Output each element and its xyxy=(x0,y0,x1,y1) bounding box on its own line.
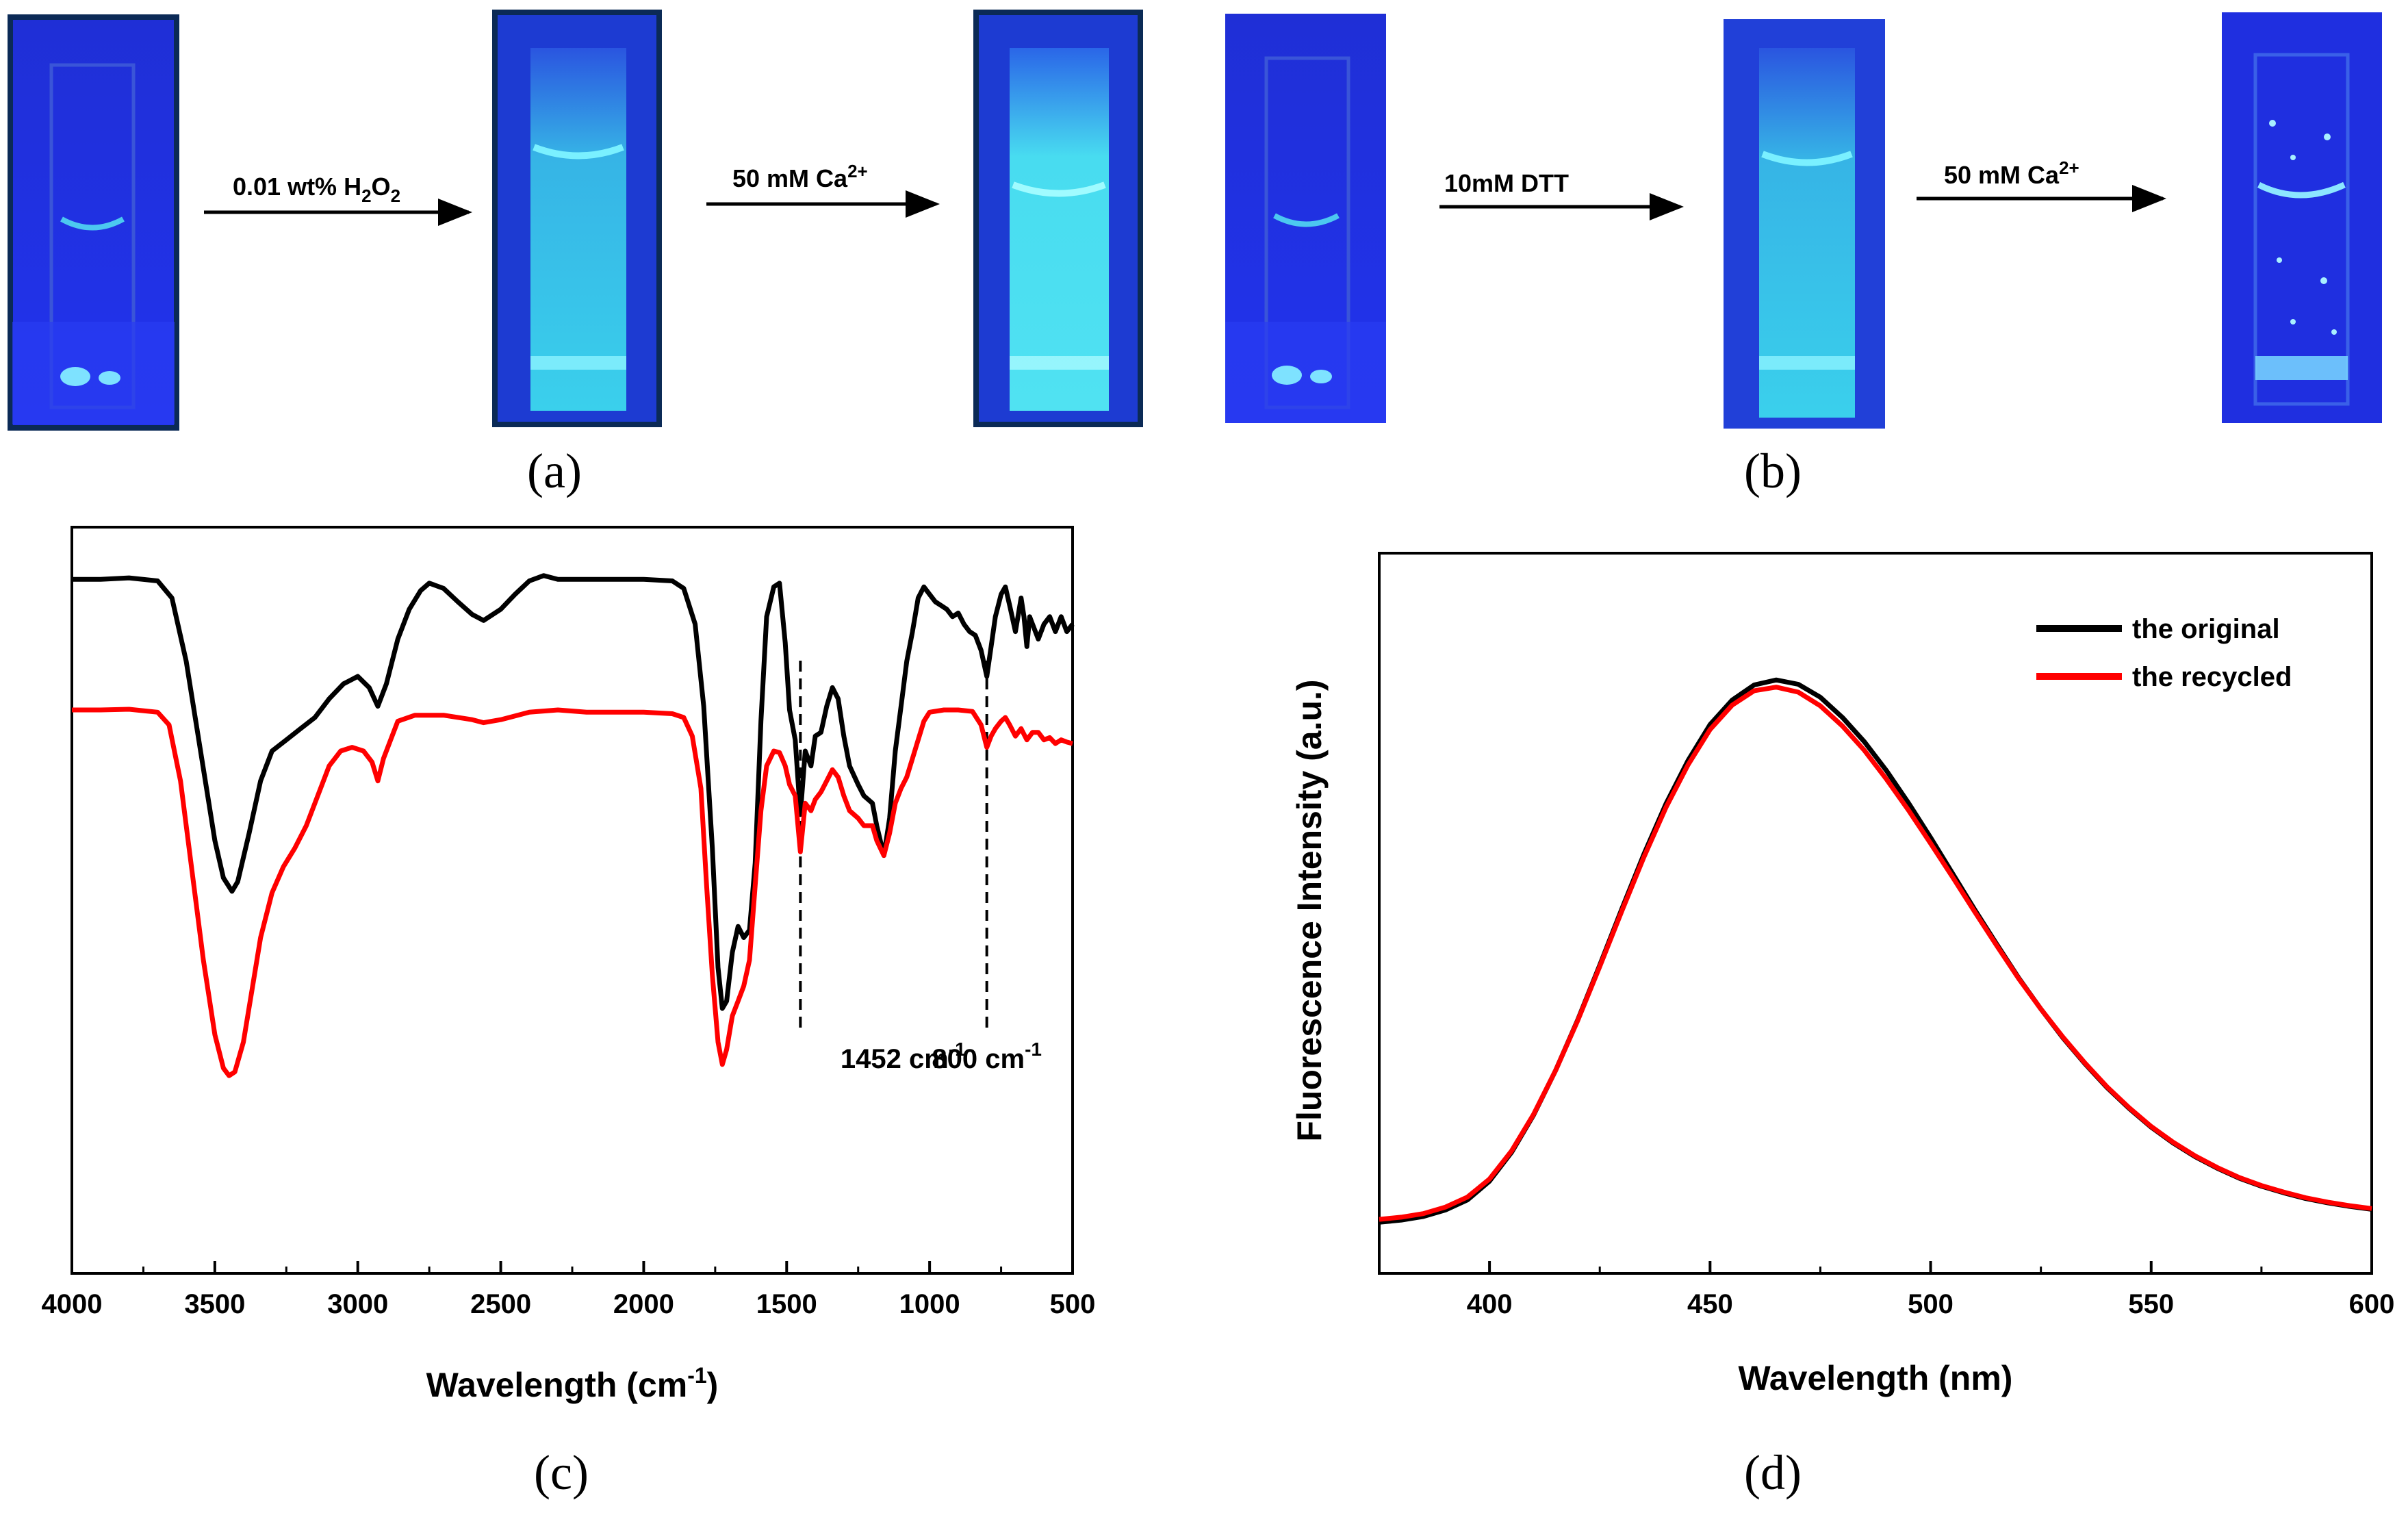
panel-label-b: (b) xyxy=(1744,444,1802,498)
x-tick-label: 400 xyxy=(1467,1289,1513,1319)
arrow-3: 10mM DTT xyxy=(1439,169,1684,220)
chart-c-series xyxy=(72,573,1075,1078)
arrow-1-label: 0.01 wt% H2O2 xyxy=(233,173,400,206)
arrow-2-label: 50 mM Ca2+ xyxy=(732,161,868,192)
annotation-label: 1452 cm-1 xyxy=(841,1039,966,1074)
series-line-red xyxy=(72,707,1073,1078)
chart-d-y-axis-title: Fluorescence Intensity (a.u.) xyxy=(1290,679,1329,1141)
x-tick-label: 4000 xyxy=(42,1289,103,1319)
arrow-4: 50 mM Ca2+ xyxy=(1917,157,2166,212)
panel-label-d: (d) xyxy=(1744,1445,1802,1500)
legend-label-recycled: the recycled xyxy=(2132,662,2292,692)
chart-c-frame xyxy=(71,526,1074,1275)
arrow-2: 50 mM Ca2+ xyxy=(706,161,940,218)
legend-label-original: the original xyxy=(2132,614,2280,644)
cuvette-photo-4 xyxy=(1225,14,1386,423)
annotation-label: 800 cm-1 xyxy=(932,1039,1042,1074)
series-line-black xyxy=(72,573,1075,1011)
x-tick-label: 500 xyxy=(1908,1289,1954,1319)
arrow-3-label: 10mM DTT xyxy=(1444,169,1569,197)
chart-d-x-ticks: 400 450 500 550 600 xyxy=(1467,1261,2395,1319)
x-tick-label: 450 xyxy=(1687,1289,1733,1319)
cuvette-photo-3 xyxy=(973,10,1143,427)
chart-d-frame xyxy=(1378,552,2373,1275)
x-tick-label: 3500 xyxy=(184,1289,245,1319)
x-tick-label: 3000 xyxy=(327,1289,388,1319)
panel-label-c: (c) xyxy=(534,1445,589,1500)
panel-label-a: (a) xyxy=(527,444,582,498)
x-tick-label: 600 xyxy=(2349,1289,2395,1319)
chart-d-series xyxy=(1379,677,2372,1225)
chart-d: 400 450 500 550 600 Wavelength (nm) Fluoresc… xyxy=(1290,552,2395,1500)
cuvette-photo-1 xyxy=(8,14,179,431)
series-line-the-recycled xyxy=(1379,685,2372,1222)
cuvette-photo-2 xyxy=(492,10,662,427)
chart-c-x-ticks: 4000 3500 3000 2500 2000 1500 1000 500 xyxy=(42,1261,1096,1319)
x-tick-label: 2500 xyxy=(470,1289,531,1319)
chart-c-x-axis-title: Wavelength (cm-1) xyxy=(426,1363,719,1404)
chart-d-x-axis-title: Wavelength (nm) xyxy=(1739,1359,2013,1397)
photo-row: 0.01 wt% H2O2 50 mM Ca2+ 10mM DTT 50 mM … xyxy=(8,10,2382,498)
x-tick-label: 2000 xyxy=(613,1289,674,1319)
chart-c: 4000 3500 3000 2500 2000 1500 1000 500 1452 cm-… xyxy=(42,526,1096,1500)
x-tick-label: 1500 xyxy=(756,1289,817,1319)
arrow-4-label: 50 mM Ca2+ xyxy=(1944,157,2079,189)
x-tick-label: 1000 xyxy=(899,1289,960,1319)
cuvette-photo-6 xyxy=(2222,12,2382,423)
cuvette-photo-5 xyxy=(1724,19,1885,429)
x-tick-label: 500 xyxy=(1050,1289,1096,1319)
chart-d-legend: the original the recycled xyxy=(2036,614,2292,692)
arrow-1: 0.01 wt% H2O2 xyxy=(204,173,472,226)
x-tick-label: 550 xyxy=(2128,1289,2174,1319)
